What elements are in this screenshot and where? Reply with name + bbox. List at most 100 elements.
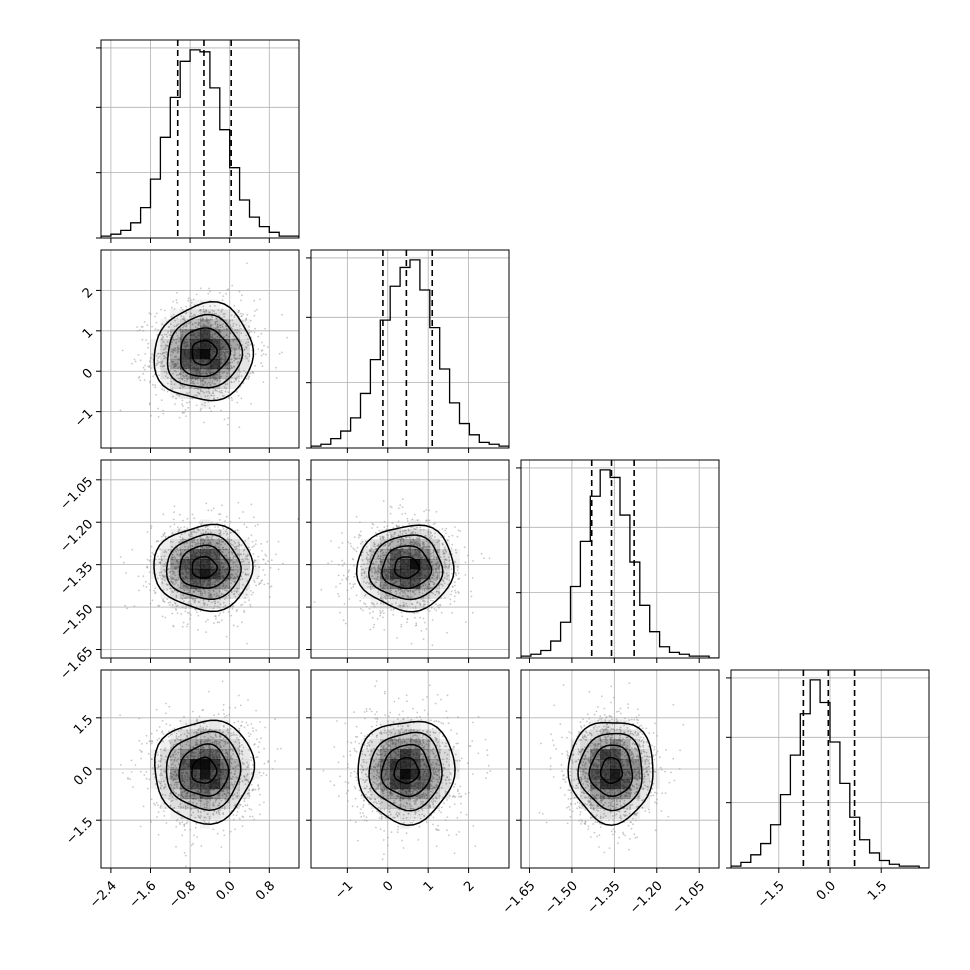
density-cell (429, 578, 441, 590)
scatter-point (232, 578, 235, 580)
scatter-point (443, 546, 446, 549)
scatter-point (139, 825, 142, 828)
scatter-point (225, 334, 228, 337)
scatter-point (131, 548, 134, 551)
scatter-point (216, 320, 219, 323)
scatter-point (232, 566, 235, 568)
scatter-point (174, 364, 176, 367)
scatter-point (342, 619, 345, 622)
scatter-point (226, 322, 229, 324)
scatter-point (406, 618, 409, 620)
scatter-point (414, 542, 417, 544)
scatter-point (195, 543, 198, 546)
scatter-point (161, 582, 164, 585)
scatter-point (343, 603, 346, 605)
density-cell (390, 549, 401, 560)
scatter-point (160, 772, 162, 775)
scatter-point (238, 543, 241, 546)
scatter-point (432, 599, 434, 602)
scatter-point (194, 589, 197, 591)
scatter-point (247, 360, 250, 362)
scatter-point (448, 556, 450, 559)
scatter-point (235, 547, 238, 550)
scatter-point (146, 531, 149, 533)
scatter-point (202, 599, 205, 601)
scatter-point (257, 335, 260, 338)
scatter-point (168, 604, 171, 606)
scatter-point (148, 403, 151, 406)
scatter-point (413, 589, 416, 592)
scatter-point (211, 382, 214, 384)
scatter-point (397, 540, 399, 543)
scatter-point (434, 593, 437, 596)
scatter-point (230, 582, 233, 585)
scatter-point (243, 349, 246, 352)
scatter-point (425, 546, 428, 549)
scatter-point (156, 754, 159, 756)
scatter-point (194, 541, 196, 544)
scatter-point (233, 304, 236, 307)
scatter-point (227, 370, 230, 373)
density-cell (209, 588, 221, 599)
scatter-point (170, 380, 173, 383)
scatter-point (374, 570, 377, 573)
scatter-point (218, 621, 221, 624)
scatter-point (438, 606, 440, 609)
scatter-point (420, 557, 422, 560)
axes-frame (310, 459, 510, 659)
scatter-point (442, 543, 444, 546)
scatter-point (218, 371, 221, 373)
scatter-point (214, 389, 217, 392)
scatter-point (210, 509, 213, 512)
scatter-point (264, 562, 267, 565)
scatter-point (211, 380, 214, 382)
scatter-point (425, 540, 428, 542)
scatter-point (440, 597, 442, 599)
scatter-point (261, 349, 264, 352)
scatter-point (207, 400, 210, 403)
scatter-point (245, 346, 248, 349)
scatter-point (457, 572, 460, 574)
scatter-point (180, 734, 182, 736)
scatter-point (220, 309, 223, 312)
scatter-point (173, 505, 176, 508)
scatter-point (234, 529, 237, 532)
density-cell (410, 588, 421, 599)
scatter-point (426, 549, 429, 551)
scatter-point (454, 581, 456, 584)
scatter-point (245, 574, 248, 576)
scatter-point (136, 326, 139, 328)
density-cell (200, 329, 211, 340)
scatter-point (165, 370, 167, 373)
scatter-point (222, 606, 225, 608)
scatter-point (182, 585, 185, 588)
density-cell (410, 559, 421, 570)
density-cell (419, 559, 431, 570)
scatter-point (228, 596, 231, 599)
scatter-point (247, 338, 249, 340)
density-cell (419, 568, 431, 580)
scatter-point (253, 314, 256, 317)
scatter-point (388, 554, 391, 557)
density-cell (360, 568, 371, 580)
scatter-point (235, 573, 237, 575)
scatter-point (177, 323, 180, 325)
y-tick-label-p1: −1 (72, 406, 96, 430)
scatter-point (161, 360, 164, 363)
scatter-point (392, 596, 394, 599)
scatter-point (402, 538, 405, 541)
scatter-point (224, 319, 226, 322)
grid (311, 250, 509, 448)
scatter-point (454, 591, 457, 594)
scatter-point (198, 601, 201, 604)
scatter-point (432, 592, 434, 595)
scatter-point (246, 580, 249, 582)
density-cell (170, 539, 181, 550)
scatter-point (410, 526, 413, 529)
scatter-point (249, 372, 252, 375)
scatter-point (220, 353, 223, 356)
scatter-point (163, 354, 165, 357)
scatter-point (232, 580, 235, 583)
density-cell (209, 539, 221, 550)
scatter-point (164, 565, 167, 567)
